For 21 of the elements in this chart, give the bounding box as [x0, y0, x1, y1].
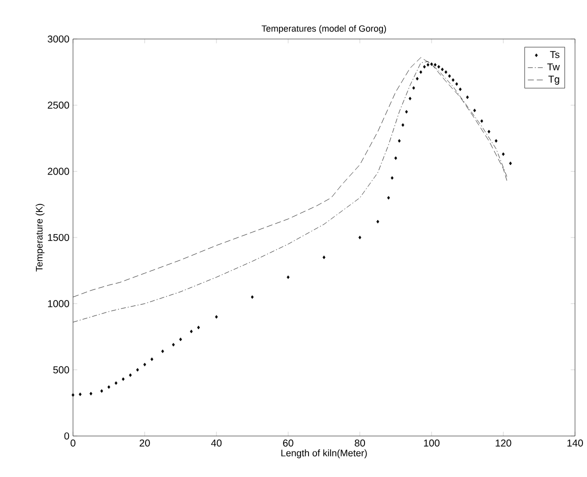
y-tick-label: 500	[53, 366, 70, 374]
y-tick-label: 1500	[48, 234, 70, 242]
y-tick-label: 0	[64, 432, 70, 440]
x-tick-label: 100	[424, 440, 440, 447]
x-tick-label: 80	[354, 440, 366, 447]
y-axis-title: Temperature (K)	[36, 204, 44, 272]
x-axis-title: Length of kiln(Meter)	[281, 449, 367, 458]
legend-label: Tw	[547, 63, 560, 70]
x-tick-label: 20	[140, 440, 150, 447]
y-tick-label: 2500	[48, 102, 70, 109]
x-tick-label: 140	[567, 440, 583, 447]
x-tick-label: 0	[70, 440, 76, 447]
legend-label: Ts	[550, 51, 560, 58]
x-tick-label: 40	[211, 440, 222, 447]
x-tick-label: 120	[496, 440, 512, 447]
y-tick-label: 1000	[48, 300, 70, 308]
chart-title: Temperatures (model of Gorog)	[262, 25, 386, 34]
x-tick-label: 60	[283, 440, 294, 447]
y-tick-label: 3000	[48, 35, 70, 43]
legend-label: Tg	[548, 76, 560, 85]
y-tick-label: 2000	[48, 168, 70, 175]
